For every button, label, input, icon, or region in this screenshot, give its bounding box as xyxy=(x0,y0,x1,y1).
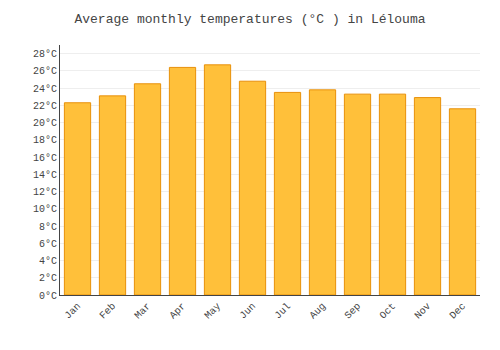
svg-text:Jul: Jul xyxy=(273,301,294,322)
svg-text:Oct: Oct xyxy=(378,301,399,322)
svg-text:16°C: 16°C xyxy=(33,153,57,164)
svg-text:Feb: Feb xyxy=(98,301,119,322)
svg-text:6°C: 6°C xyxy=(39,239,57,250)
svg-text:Jan: Jan xyxy=(63,301,84,322)
svg-text:Dec: Dec xyxy=(448,301,469,322)
svg-text:22°C: 22°C xyxy=(33,101,57,112)
svg-text:20°C: 20°C xyxy=(33,118,57,129)
svg-text:28°C: 28°C xyxy=(33,49,57,60)
svg-text:Apr: Apr xyxy=(168,301,189,322)
svg-text:10°C: 10°C xyxy=(33,204,57,215)
svg-text:0°C: 0°C xyxy=(39,291,57,302)
svg-text:18°C: 18°C xyxy=(33,135,57,146)
svg-text:Average monthly temperatures (: Average monthly temperatures (°C ) in Lé… xyxy=(74,12,425,27)
svg-text:26°C: 26°C xyxy=(33,66,57,77)
svg-text:Nov: Nov xyxy=(413,301,434,322)
svg-text:4°C: 4°C xyxy=(39,256,57,267)
svg-text:May: May xyxy=(203,301,224,322)
svg-text:24°C: 24°C xyxy=(33,84,57,95)
svg-text:Mar: Mar xyxy=(133,301,154,322)
svg-text:12°C: 12°C xyxy=(33,187,57,198)
svg-text:8°C: 8°C xyxy=(39,222,57,233)
svg-text:Jun: Jun xyxy=(238,301,259,322)
svg-text:2°C: 2°C xyxy=(39,273,57,284)
svg-text:14°C: 14°C xyxy=(33,170,57,181)
svg-text:Sep: Sep xyxy=(343,301,364,322)
svg-text:Aug: Aug xyxy=(308,301,329,322)
